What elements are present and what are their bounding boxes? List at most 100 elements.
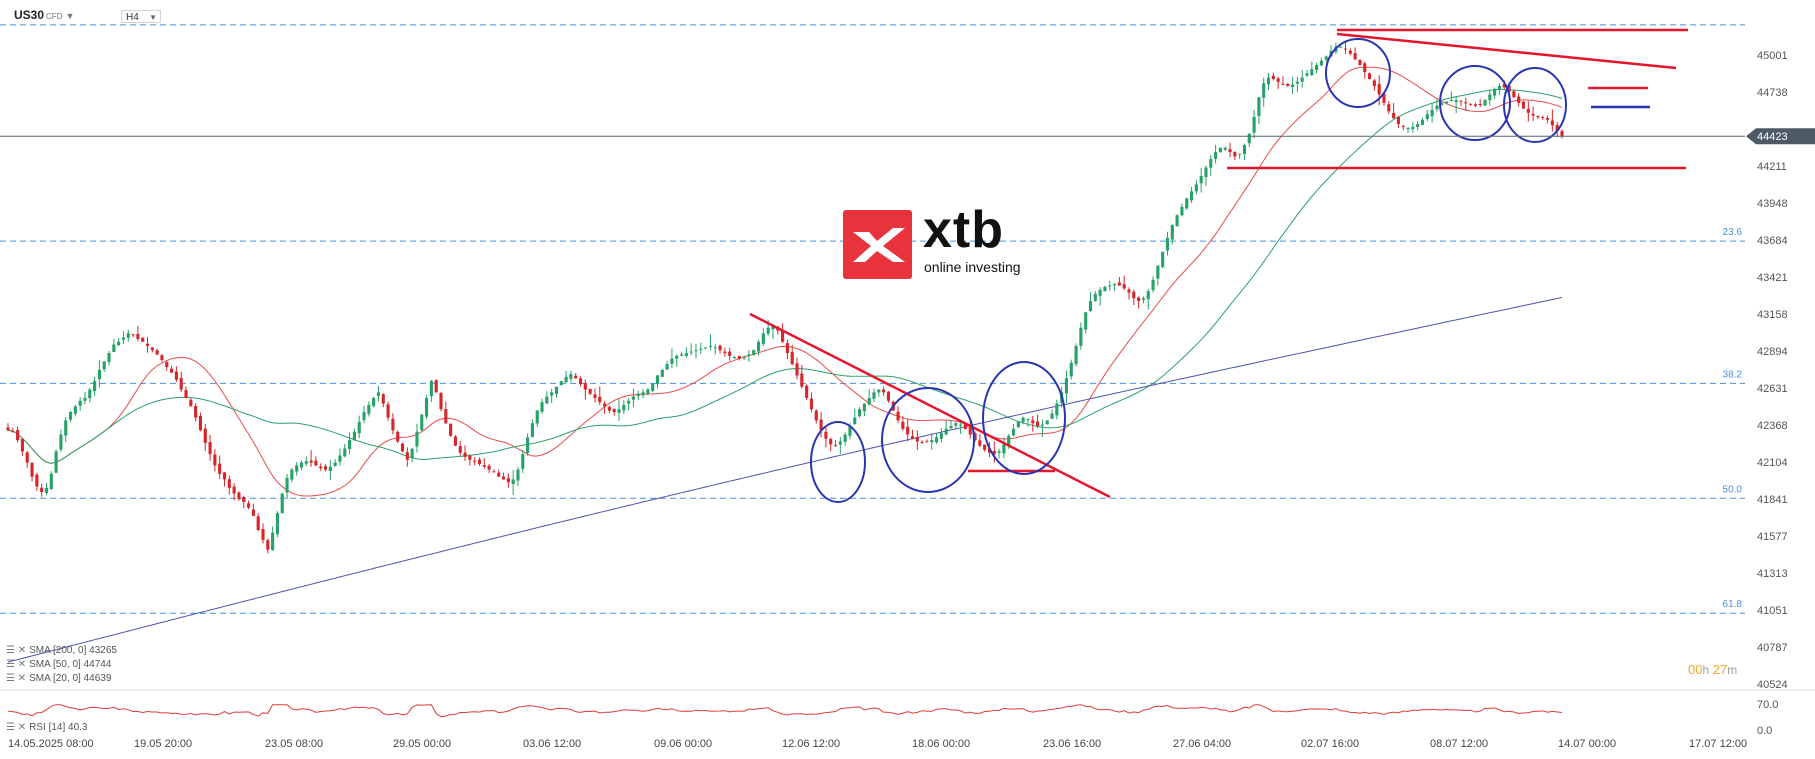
candle-body bbox=[299, 462, 304, 468]
candle-body bbox=[944, 428, 948, 435]
candle-body bbox=[1170, 225, 1174, 240]
timeframe-label: H4 bbox=[126, 12, 139, 23]
candle-body bbox=[275, 513, 279, 535]
candle-body bbox=[1252, 116, 1256, 133]
candle-body bbox=[718, 345, 722, 351]
candle-body bbox=[833, 445, 838, 447]
candle-body bbox=[78, 400, 82, 406]
candle-body bbox=[381, 394, 385, 404]
symbol-selector[interactable]: US30 CFD ▼ bbox=[14, 8, 74, 22]
candle-body bbox=[49, 473, 53, 489]
candle-body bbox=[429, 381, 433, 397]
candle-body bbox=[992, 450, 996, 455]
candle-body bbox=[25, 452, 29, 463]
time-tick-label: 27.06 04:00 bbox=[1173, 738, 1231, 750]
candle-body bbox=[405, 452, 409, 460]
close-icon[interactable]: ☰ ✕ bbox=[6, 673, 27, 684]
candle-body bbox=[925, 441, 929, 443]
candle-body bbox=[1218, 147, 1222, 153]
candle-body bbox=[665, 364, 669, 370]
price-tick-label: 44738 bbox=[1757, 87, 1788, 99]
candle-body bbox=[1517, 96, 1521, 103]
close-icon[interactable]: ☰ ✕ bbox=[6, 722, 27, 733]
candle-body bbox=[11, 431, 15, 433]
candle-body bbox=[896, 411, 900, 421]
candle-body bbox=[6, 427, 10, 431]
candle-body bbox=[328, 466, 332, 472]
candle-body bbox=[251, 509, 255, 516]
candle-body bbox=[155, 350, 159, 355]
candle-body bbox=[574, 375, 578, 379]
candle-body bbox=[463, 452, 467, 457]
candle-body bbox=[1021, 417, 1025, 422]
candle-body bbox=[338, 455, 342, 462]
candle-body bbox=[458, 446, 462, 453]
annotations bbox=[0, 28, 1745, 503]
highlight-ellipse bbox=[810, 421, 866, 503]
candle-body bbox=[295, 465, 299, 472]
cfd-tag: CFD bbox=[46, 12, 63, 21]
candle-body bbox=[636, 393, 640, 397]
candle-body bbox=[396, 431, 400, 442]
candle-body bbox=[949, 426, 953, 429]
candle-body bbox=[1093, 293, 1097, 302]
candle-body bbox=[930, 440, 934, 443]
candle-body bbox=[506, 478, 510, 483]
symbol-label: US30 bbox=[14, 8, 45, 22]
highlight-ellipse bbox=[982, 361, 1066, 475]
fib-levels: 23.6 38.2 50.0 61.8 bbox=[0, 24, 1745, 614]
candle-body bbox=[1002, 444, 1006, 454]
rsi-line bbox=[7, 704, 1563, 718]
time-tick-label: 02.07 16:00 bbox=[1301, 738, 1359, 750]
candle-body bbox=[1560, 131, 1564, 137]
legend-sma50[interactable]: ☰ ✕ SMA [50, 0] 44744 bbox=[6, 659, 112, 670]
candle-body bbox=[1372, 80, 1376, 87]
candle-body bbox=[280, 493, 284, 514]
timeframe-selector[interactable]: H4 ▼ bbox=[121, 10, 161, 23]
candle-body bbox=[723, 351, 727, 353]
candle-body bbox=[689, 351, 693, 353]
fib-level-label: 38.2 bbox=[1723, 369, 1743, 380]
candle-body bbox=[1132, 291, 1136, 299]
candle-body bbox=[468, 455, 472, 460]
legend-rsi[interactable]: ☰ ✕ RSI [14] 40.3 bbox=[6, 722, 88, 733]
candle-body bbox=[1156, 265, 1160, 279]
candle-body bbox=[1233, 152, 1237, 157]
candle-body bbox=[376, 392, 381, 396]
candle-body bbox=[121, 337, 126, 340]
legend-sma200[interactable]: ☰ ✕ SMA [200, 0] 43265 bbox=[6, 645, 117, 656]
candle-body bbox=[713, 347, 717, 349]
candle-body bbox=[1088, 301, 1093, 311]
candle-body bbox=[343, 448, 347, 457]
price-tick-label: 43948 bbox=[1757, 198, 1788, 210]
candle-body bbox=[88, 389, 92, 399]
candle-body bbox=[1315, 64, 1319, 71]
candle-body bbox=[44, 487, 49, 494]
candle-body bbox=[569, 374, 573, 379]
candle-body bbox=[112, 344, 116, 352]
candle-body bbox=[959, 424, 963, 426]
candle-body bbox=[1497, 86, 1502, 90]
candle-body bbox=[333, 462, 337, 466]
legend-sma20[interactable]: ☰ ✕ SMA [20, 0] 44639 bbox=[6, 673, 112, 684]
candle-body bbox=[97, 369, 101, 380]
candle-body bbox=[102, 361, 106, 370]
candle-body bbox=[1185, 198, 1189, 209]
time-tick-label: 14.07 00:00 bbox=[1558, 738, 1616, 750]
candle-body bbox=[795, 363, 799, 376]
candle-body bbox=[516, 469, 520, 481]
candle-body bbox=[1127, 289, 1131, 293]
candle-body bbox=[963, 423, 967, 429]
close-icon[interactable]: ☰ ✕ bbox=[6, 645, 27, 656]
candle-body bbox=[1401, 125, 1405, 127]
time-tick-label: 23.05 08:00 bbox=[265, 738, 323, 750]
candle-body bbox=[1247, 133, 1251, 144]
candle-body bbox=[675, 355, 679, 359]
candle-body bbox=[420, 414, 424, 430]
candle-body bbox=[141, 337, 145, 342]
close-icon[interactable]: ☰ ✕ bbox=[6, 659, 27, 670]
candle-body bbox=[1387, 104, 1391, 112]
candle-body bbox=[838, 441, 842, 445]
candle-body bbox=[968, 427, 972, 435]
